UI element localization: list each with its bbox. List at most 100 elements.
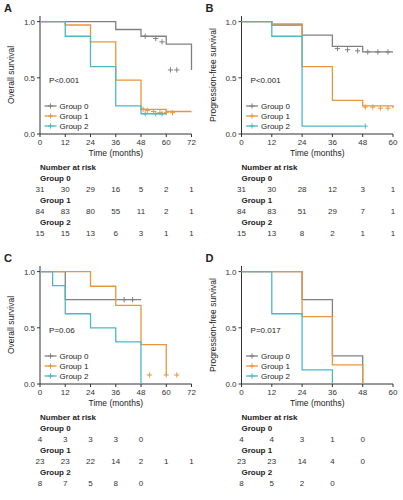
- x-tick: [40, 134, 41, 137]
- survival-curve: [242, 22, 394, 109]
- risk-number: 0: [139, 435, 144, 444]
- risk-number: 3: [360, 185, 365, 194]
- risk-number: 15: [237, 229, 246, 238]
- risk-number: 1: [189, 185, 194, 194]
- risk-table-title: Number at risk: [40, 163, 97, 172]
- risk-number: 1: [164, 457, 169, 466]
- panel: C0.00.51.00122436486072Time (months)Over…: [4, 252, 196, 488]
- x-tick-label: 48: [358, 138, 367, 147]
- risk-table: Number at riskGroup 044310Group 12323144…: [237, 413, 365, 488]
- plot-area: [40, 272, 179, 384]
- risk-table: Number at riskGroup 043330Group 12323221…: [36, 413, 195, 488]
- x-tick-label: 60: [162, 388, 171, 397]
- risk-number: 84: [36, 207, 45, 216]
- legend-label: Group 2: [60, 372, 89, 381]
- censor-mark: [159, 39, 164, 44]
- censor-mark: [174, 67, 179, 72]
- y-tick: [239, 271, 242, 272]
- risk-table-title: Number at risk: [242, 413, 299, 422]
- risk-group-label: Group 2: [40, 218, 71, 227]
- x-tick: [271, 134, 272, 137]
- risk-number: 13: [86, 229, 95, 238]
- panel-label: C: [4, 252, 12, 264]
- survival-curve: [242, 22, 363, 127]
- risk-number: 30: [61, 185, 70, 194]
- y-tick: [239, 327, 242, 328]
- x-tick: [90, 134, 91, 137]
- y-tick-label: 0.5: [24, 324, 36, 333]
- risk-number: 29: [86, 185, 95, 194]
- x-tick: [191, 384, 192, 387]
- panel-label: B: [206, 2, 214, 14]
- y-tick-label: 0.5: [24, 74, 36, 83]
- censor-mark: [345, 47, 350, 52]
- risk-number: 4: [270, 435, 275, 444]
- censor-mark: [122, 297, 127, 302]
- risk-number: 23: [267, 457, 276, 466]
- censor-mark: [370, 104, 375, 109]
- x-tick-label: 36: [111, 388, 120, 397]
- x-tick-label: 48: [137, 388, 146, 397]
- risk-number: 3: [114, 435, 119, 444]
- x-axis-line: [242, 134, 394, 135]
- risk-group-label: Group 2: [242, 468, 273, 477]
- censor-mark: [385, 49, 390, 54]
- x-tick: [166, 134, 167, 137]
- risk-number: 4: [239, 435, 244, 444]
- legend: Group 0Group 1Group 2: [246, 102, 290, 131]
- censor-mark: [143, 34, 148, 39]
- x-tick: [393, 384, 394, 387]
- risk-number: 8: [114, 479, 119, 488]
- censor-mark: [164, 110, 169, 115]
- x-tick-label: 0: [38, 138, 43, 147]
- risk-number: 16: [111, 185, 120, 194]
- risk-number: 1: [391, 229, 396, 238]
- risk-number: 6: [114, 229, 119, 238]
- censor-mark: [170, 110, 175, 115]
- annotation: P<0.001: [49, 76, 80, 85]
- risk-number: 1: [360, 229, 365, 238]
- x-tick: [271, 384, 272, 387]
- risk-number: 0: [360, 435, 365, 444]
- risk-number: 2: [164, 185, 169, 194]
- risk-number: 2: [139, 457, 144, 466]
- x-tick-label: 24: [298, 138, 307, 147]
- y-axis-label: Progression-free survival: [208, 28, 218, 122]
- y-tick: [239, 21, 242, 22]
- y-tick: [239, 77, 242, 78]
- legend-label: Group 1: [60, 112, 89, 121]
- x-tick: [166, 384, 167, 387]
- y-tick-label: 0.5: [225, 324, 237, 333]
- y-tick-label: 1.0: [225, 18, 237, 27]
- x-tick: [90, 384, 91, 387]
- y-tick-label: 0.5: [225, 74, 237, 83]
- censor-mark: [355, 48, 360, 53]
- x-tick-label: 0: [38, 388, 43, 397]
- x-tick: [302, 384, 303, 387]
- risk-number: 23: [61, 457, 70, 466]
- y-tick: [37, 77, 40, 78]
- risk-number: 12: [328, 185, 337, 194]
- risk-group-label: Group 2: [40, 468, 71, 477]
- x-tick: [362, 384, 363, 387]
- risk-number: 28: [298, 185, 307, 194]
- risk-number: 14: [111, 457, 120, 466]
- panel: D0.00.51.001224364860Time (months)Progre…: [206, 252, 398, 488]
- x-tick-label: 0: [239, 138, 244, 147]
- x-tick-label: 48: [137, 138, 146, 147]
- legend-marker: [249, 373, 254, 378]
- risk-group-label: Group 0: [242, 424, 273, 433]
- legend-marker: [48, 103, 53, 108]
- risk-table: Number at riskGroup 03130281231Group 184…: [237, 163, 396, 238]
- y-axis-label: Overall survival: [6, 46, 16, 104]
- y-tick: [37, 271, 40, 272]
- x-axis-label: Time (months): [89, 398, 144, 408]
- censor-mark: [335, 46, 340, 51]
- x-tick: [40, 384, 41, 387]
- risk-number: 7: [360, 207, 365, 216]
- x-tick-label: 0: [239, 388, 244, 397]
- risk-number: 84: [237, 207, 246, 216]
- censor-mark: [375, 49, 380, 54]
- legend-marker: [48, 113, 53, 118]
- plot-area: [40, 22, 192, 117]
